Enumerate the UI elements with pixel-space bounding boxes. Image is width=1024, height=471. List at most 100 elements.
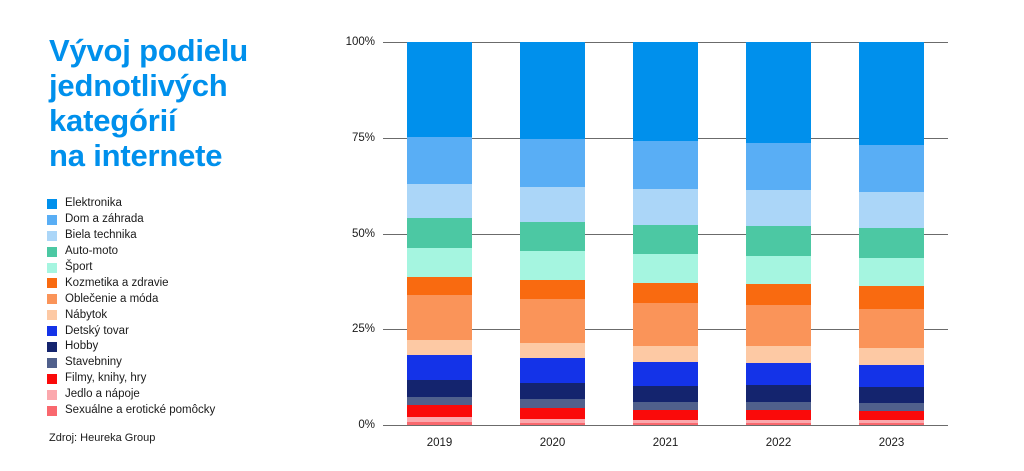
- legend-item[interactable]: Stavebniny: [47, 355, 327, 371]
- bar-segment[interactable]: [633, 282, 698, 303]
- bar-segment[interactable]: [520, 408, 585, 420]
- bar-segment[interactable]: [859, 419, 924, 423]
- bar-segment[interactable]: [520, 343, 585, 359]
- bar-segment[interactable]: [633, 140, 698, 189]
- x-axis-tick-label: 2020: [539, 437, 566, 449]
- y-axis-tick-label: 0%: [358, 419, 375, 431]
- legend-item[interactable]: Kozmetika a zdravie: [47, 275, 327, 291]
- bar-segment[interactable]: [407, 277, 472, 296]
- bar-segment[interactable]: [746, 189, 811, 226]
- bar-segment[interactable]: [859, 144, 924, 192]
- stacked-bar[interactable]: [859, 42, 924, 425]
- legend-item[interactable]: Filmy, knihy, hry: [47, 371, 327, 387]
- bar-segment[interactable]: [633, 409, 698, 420]
- bar-segment[interactable]: [520, 280, 585, 300]
- bar-segment[interactable]: [746, 142, 811, 190]
- bar-segment[interactable]: [407, 422, 472, 425]
- bar-segment[interactable]: [746, 419, 811, 423]
- legend-item[interactable]: Detský tovar: [47, 323, 327, 339]
- bar-segment[interactable]: [633, 224, 698, 254]
- bar-segment[interactable]: [859, 403, 924, 412]
- bar-segment[interactable]: [633, 401, 698, 410]
- bar-segment[interactable]: [520, 299, 585, 344]
- bar-segment[interactable]: [407, 339, 472, 355]
- bar-segment[interactable]: [520, 138, 585, 187]
- bar-segment[interactable]: [859, 191, 924, 228]
- bar-segment[interactable]: [407, 396, 472, 406]
- legend-item-label: Kozmetika a zdravie: [65, 276, 169, 289]
- legend-swatch-icon: [47, 310, 57, 321]
- stacked-bar[interactable]: [407, 42, 472, 425]
- bar-segment[interactable]: [859, 422, 924, 425]
- bar-segment[interactable]: [746, 283, 811, 305]
- bar-segment[interactable]: [746, 225, 811, 256]
- legend-item[interactable]: Šport: [47, 260, 327, 276]
- bar-segment[interactable]: [859, 411, 924, 420]
- bar-segment[interactable]: [407, 405, 472, 418]
- bar-segment[interactable]: [407, 218, 472, 248]
- bar-segment[interactable]: [633, 423, 698, 425]
- bar-segment[interactable]: [520, 383, 585, 400]
- bar-segment[interactable]: [633, 253, 698, 283]
- bar-segment[interactable]: [746, 42, 811, 143]
- legend-item[interactable]: Oblečenie a móda: [47, 291, 327, 307]
- legend-item[interactable]: Elektronika: [47, 196, 327, 212]
- legend-swatch-icon: [47, 246, 57, 257]
- legend-item[interactable]: Sexuálne a erotické pomôcky: [47, 403, 327, 419]
- bar-segment[interactable]: [407, 136, 472, 185]
- stacked-bar[interactable]: [633, 42, 698, 425]
- bar-segment[interactable]: [520, 419, 585, 423]
- bar-segment[interactable]: [633, 302, 698, 346]
- bar-segment[interactable]: [859, 42, 924, 145]
- bar-segment[interactable]: [859, 308, 924, 349]
- bar-segment[interactable]: [520, 42, 585, 139]
- bar-segment[interactable]: [746, 345, 811, 363]
- bar-segment[interactable]: [407, 379, 472, 397]
- legend-swatch-icon: [47, 294, 57, 305]
- bar-segment[interactable]: [520, 251, 585, 281]
- bar-segment[interactable]: [407, 354, 472, 380]
- bar-segment[interactable]: [746, 255, 811, 284]
- bar-segment[interactable]: [633, 188, 698, 225]
- bar-segment[interactable]: [859, 257, 924, 286]
- legend-item[interactable]: Biela technika: [47, 228, 327, 244]
- legend-item[interactable]: Nábytok: [47, 307, 327, 323]
- bar-segment[interactable]: [859, 387, 924, 404]
- bar-segment[interactable]: [859, 348, 924, 366]
- y-axis-tick-label: 25%: [351, 323, 375, 336]
- bar-segment[interactable]: [633, 42, 698, 141]
- bar-segment[interactable]: [859, 365, 924, 388]
- bar-segment[interactable]: [520, 399, 585, 409]
- legend-item[interactable]: Auto-moto: [47, 244, 327, 260]
- bar-segment[interactable]: [633, 419, 698, 423]
- bar-segment[interactable]: [859, 285, 924, 309]
- gridline: [383, 425, 948, 426]
- bar-segment[interactable]: [746, 362, 811, 386]
- bar-segment[interactable]: [746, 401, 811, 410]
- bar-segment[interactable]: [520, 222, 585, 252]
- bar-segment[interactable]: [633, 385, 698, 402]
- bar-segment[interactable]: [407, 42, 472, 137]
- bar-segment[interactable]: [407, 248, 472, 278]
- legend-swatch-icon: [47, 214, 57, 225]
- bar-segment[interactable]: [520, 358, 585, 384]
- stacked-bar[interactable]: [520, 42, 585, 425]
- bar-segment[interactable]: [746, 385, 811, 402]
- stacked-bar[interactable]: [746, 42, 811, 425]
- bar-segment[interactable]: [633, 361, 698, 386]
- bar-segment[interactable]: [746, 304, 811, 346]
- bar-segment[interactable]: [407, 417, 472, 423]
- bar-segment[interactable]: [520, 422, 585, 425]
- legend-item[interactable]: Hobby: [47, 339, 327, 355]
- legend-item[interactable]: Dom a záhrada: [47, 212, 327, 228]
- bar-segment[interactable]: [746, 409, 811, 420]
- bar-segment[interactable]: [859, 227, 924, 258]
- bar-segment[interactable]: [520, 186, 585, 222]
- bar-segment[interactable]: [407, 184, 472, 219]
- bar-segment[interactable]: [407, 295, 472, 340]
- page-title: Vývoj podielu jednotlivých kategórií na …: [49, 33, 248, 173]
- bar-segment[interactable]: [746, 422, 811, 425]
- legend-item-label: Šport: [65, 261, 93, 273]
- bar-segment[interactable]: [633, 345, 698, 362]
- legend-item[interactable]: Jedlo a nápoje: [47, 387, 327, 403]
